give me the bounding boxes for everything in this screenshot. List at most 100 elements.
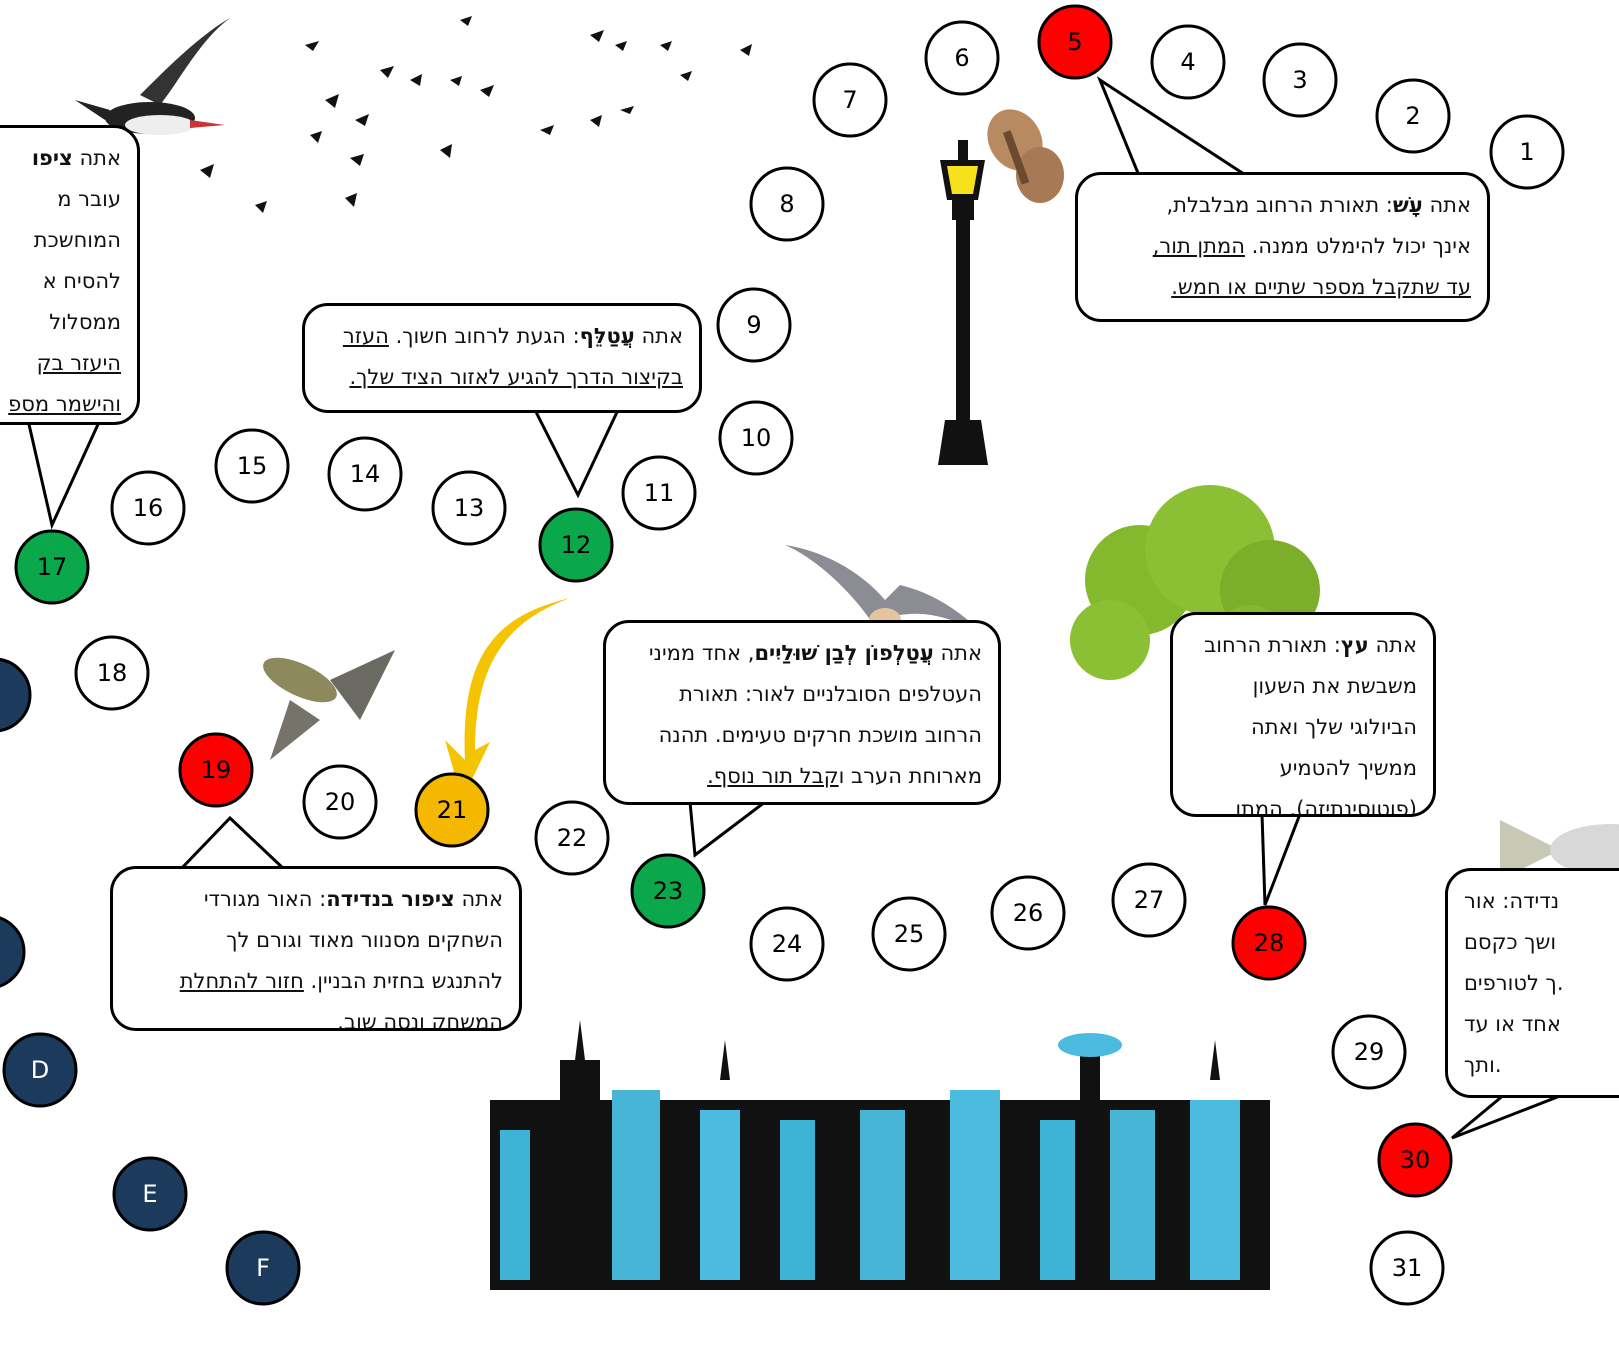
board-cell: 29 [1333, 1016, 1405, 1088]
bubble-line: היעזר בק [0, 343, 121, 384]
bubble-line: אתה עָשׁ: תאורת הרחוב מבלבלת, [1094, 185, 1471, 226]
board-cell: F [227, 1232, 299, 1304]
bubble-text: משבשת את השעון [1253, 674, 1417, 698]
board-cell: 22 [536, 802, 608, 874]
cell-label: 3 [1292, 66, 1307, 94]
cell-label: 11 [644, 479, 675, 507]
bubble-text: עד שתקבל מספר שתיים או חמש. [1171, 275, 1471, 299]
bubble-line: להסיח א [0, 261, 121, 302]
board-cell: 8 [751, 168, 823, 240]
bubble-line: אתה עץ: תאורת הרחוב [1189, 625, 1417, 666]
bubble-line: אתה עֲטַלְפוֹן לְבַן שׁוּלַיִים, אחד ממי… [622, 633, 982, 674]
board-cell: 17 [16, 531, 88, 603]
bubble-line: המשחק ונסה שוב. [129, 1002, 503, 1031]
bubble-line: אתה ציפור בנדידה: האור מגורדי [129, 879, 503, 920]
bubble-text: : האור מגורדי [204, 887, 326, 911]
bubble-text: המשחק ונסה שוב. [337, 1010, 503, 1031]
bubble-text: ושך כקסם [1464, 930, 1556, 954]
bubble-text: עֲטַלֵּף [580, 324, 635, 348]
board-cell: 1 [1491, 116, 1563, 188]
bubble-text: אחד או עד [1464, 1012, 1561, 1036]
bubble-line: אתה עֲטַלֵּף: הגעת לרחוב חשוך. העזר [321, 316, 683, 357]
board-cell: 14 [329, 438, 401, 510]
bubble-text: עץ [1341, 633, 1369, 657]
bubble-line: מארוחת הערב וקבל תור נוסף. [622, 756, 982, 797]
bubble-line: נדידה: אור [1464, 881, 1619, 922]
bubble-text: המתן [1235, 797, 1283, 817]
board-cell: 18 [76, 637, 148, 709]
bubble-text: אתה [934, 641, 982, 665]
moth [976, 99, 1064, 203]
bubble-line: להתנגש בחזית הבניין. חזור להתחלת [129, 961, 503, 1002]
bubble-text: קבל תור נוסף. [707, 764, 839, 788]
bubble-text: עובר מ [57, 187, 121, 211]
cell-label: 2 [1405, 102, 1420, 130]
info-bubble: אתה ציפור בנדידה: האור מגורדי השחקים מסנו… [110, 866, 522, 1031]
board-cell: D [4, 1034, 76, 1106]
board-cell: 23 [632, 855, 704, 927]
cell-label: 18 [97, 659, 128, 687]
bubble-text: נדידה: אור [1464, 889, 1559, 913]
cell-label: 26 [1013, 899, 1044, 927]
board-cell: 24 [751, 908, 823, 980]
cell-label: 27 [1134, 886, 1165, 914]
cell-label: 1 [1519, 138, 1534, 166]
bubble-text: ך לטורפים. [1464, 971, 1564, 995]
cell-label: F [256, 1254, 270, 1282]
info-bubble: אתה עָשׁ: תאורת הרחוב מבלבלת, אינך יכול ל… [1075, 172, 1490, 322]
goose [75, 18, 230, 135]
cell-label: 16 [133, 494, 164, 522]
board-cell: 10 [720, 402, 792, 474]
board-cell: 31 [1371, 1232, 1443, 1304]
board-cell: 9 [718, 289, 790, 361]
bubble-text: בקיצור הדרך להגיע לאזור הציד שלך. [349, 365, 683, 389]
cell-label: 23 [653, 877, 684, 905]
cell-label: 21 [437, 796, 468, 824]
board-cell: 4 [1152, 26, 1224, 98]
cell-label: 8 [779, 190, 794, 218]
info-bubble: נדידה: אור ושך כקסם ך לטורפים. אחד או עד ותך… [1445, 868, 1619, 1098]
bubble-line: הביולוגי שלך ואתה [1189, 707, 1417, 748]
bubble-line: ושך כקסם [1464, 922, 1619, 963]
cell-label: E [142, 1180, 157, 1208]
bubble-text: ציפור בנדידה [326, 887, 455, 911]
bubble-text: אתה [73, 146, 121, 170]
bubble-line: ך לטורפים. [1464, 963, 1619, 1004]
board-cell: 5 [1039, 6, 1111, 78]
board-cell: 12 [540, 509, 612, 581]
bubble-text: אינך יכול להימלט ממנה. [1245, 234, 1471, 258]
bubble-text: להסיח א [43, 269, 121, 293]
bubble-text: העטלפים הסובלניים לאור: תאורת [679, 682, 982, 706]
board-cell: 25 [873, 898, 945, 970]
cell-label: 20 [325, 788, 356, 816]
street-lamp [938, 140, 988, 465]
board-cell: 7 [814, 64, 886, 136]
board-cell: 28 [1233, 907, 1305, 979]
board-cell [0, 659, 30, 731]
bubble-text: : הגעת לרחוב חשוך. [389, 324, 580, 348]
cell-label: 4 [1180, 48, 1195, 76]
bubble-text: השחקים מסנוור מאוד וגורם לך [226, 928, 503, 952]
bubble-line: עד שתקבל מספר שתיים או חמש. [1094, 267, 1471, 308]
info-bubble: אתה עֲטַלְפוֹן לְבַן שׁוּלַיִים, אחד ממי… [603, 620, 1001, 805]
bubble-text: והישמר מספ [8, 392, 121, 416]
bubble-line: ותך. [1464, 1045, 1619, 1086]
small-bird [257, 649, 395, 760]
bubble-text: : תאורת הרחוב מבלבלת, [1167, 193, 1393, 217]
flock [200, 16, 752, 213]
bubble-line: (פוטוסינתיזה). המתן [1189, 789, 1417, 817]
bubble-text: : תאורת הרחוב [1204, 633, 1341, 657]
cell-label: 5 [1067, 28, 1082, 56]
bubble-line: השחקים מסנוור מאוד וגורם לך [129, 920, 503, 961]
bubble-line: העטלפים הסובלניים לאור: תאורת [622, 674, 982, 715]
board-cell: 27 [1113, 864, 1185, 936]
bubble-text: אתה [1423, 193, 1471, 217]
bubble-text: העזר [343, 324, 389, 348]
board-cell: 16 [112, 472, 184, 544]
bubble-text: ממשיך להטמיע [1280, 756, 1417, 780]
bubble-text: מארוחת הערב ו [839, 764, 982, 788]
board-cell: 21 [416, 774, 488, 846]
bubble-text: המוחשכת [34, 228, 121, 252]
bubble-text: , אחד ממיני [649, 641, 755, 665]
board-cell [0, 916, 24, 988]
